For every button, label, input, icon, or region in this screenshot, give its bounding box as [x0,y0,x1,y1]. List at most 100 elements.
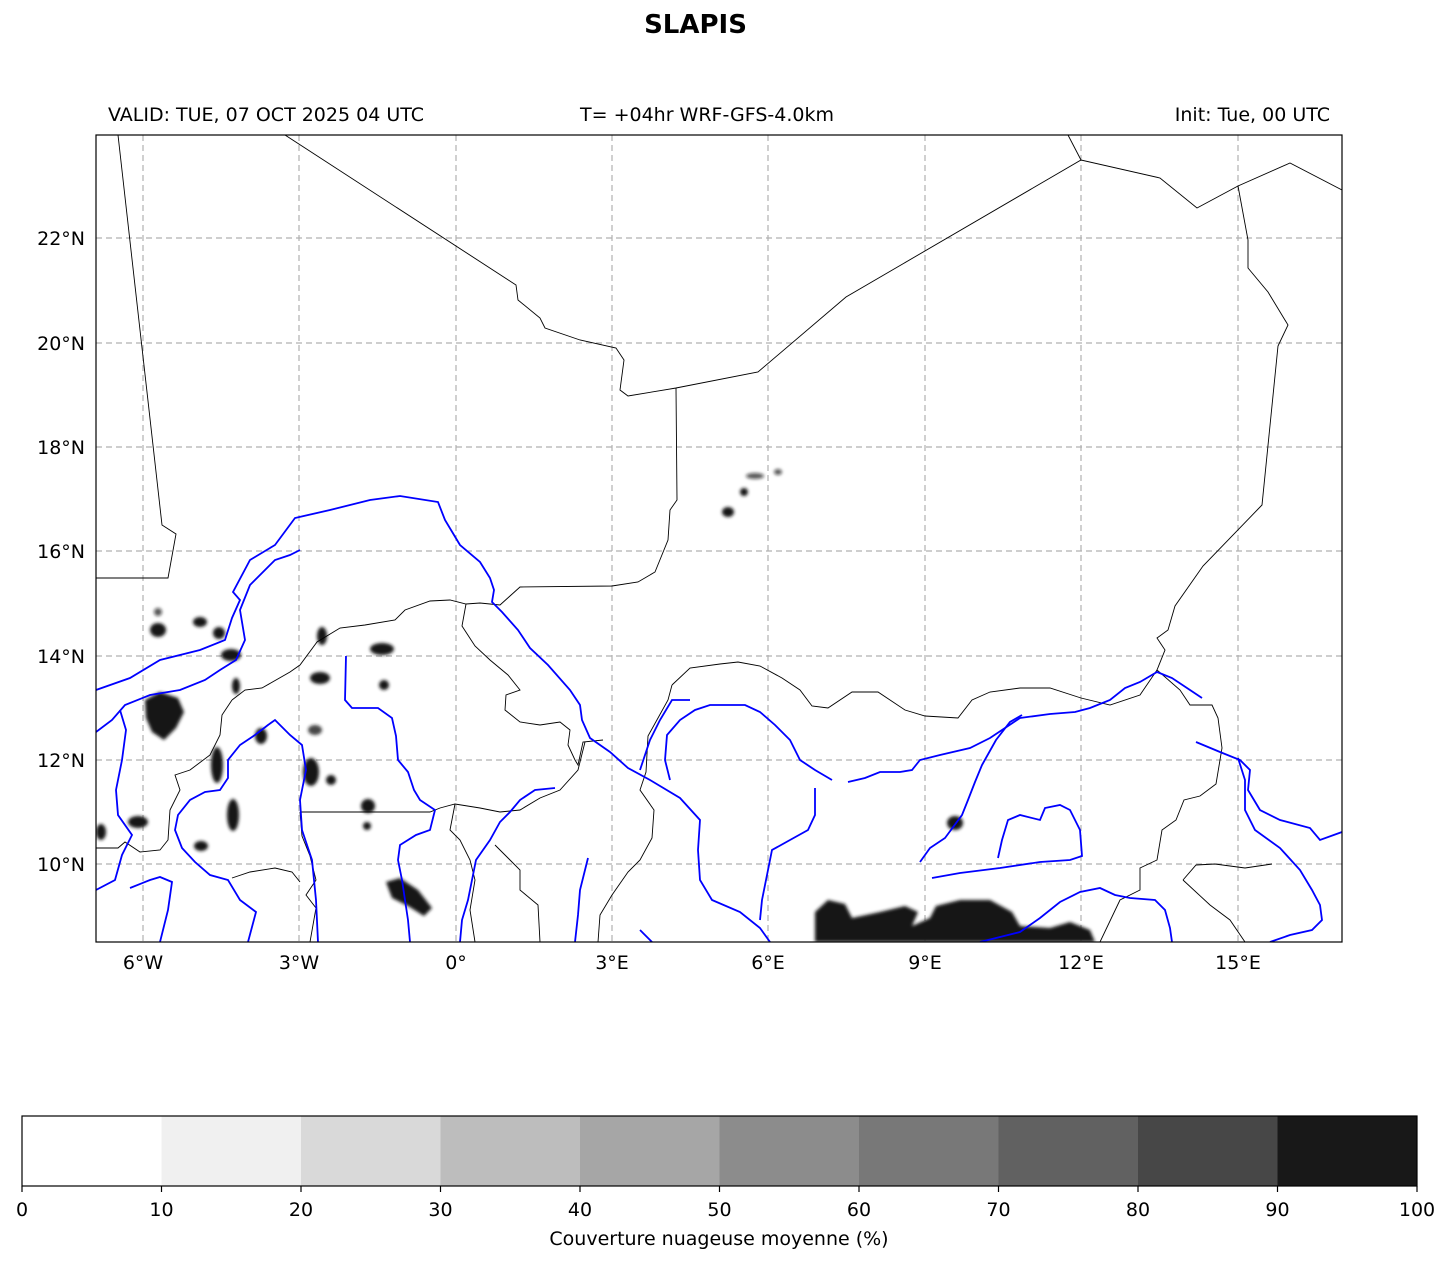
colorbar-swatch [580,1116,720,1186]
colorbar-tick-label: 10 [149,1199,173,1221]
cloud-patch [211,747,223,783]
cloud-patch [363,822,371,830]
border-line [231,387,678,701]
latitude-labels: 22°N 20°N 18°N 16°N 14°N 12°N 10°N [37,228,85,876]
cloud-patch [194,841,208,851]
cloud-patch [227,799,239,831]
cloud-patch [379,680,389,690]
colorbar-tick-label: 30 [428,1199,452,1221]
colorbar-tick-label: 100 [1399,1199,1435,1221]
lat-label: 10°N [37,854,85,876]
river-channel [459,787,556,942]
valid-time-label: VALID: TUE, 07 OCT 2025 04 UTC [108,104,424,126]
colorbar-swatch [440,1116,581,1186]
cloud-band [815,900,1095,942]
border-line [461,603,604,767]
colorbar-label: Couverture nuageuse moyenne (%) [549,1228,888,1250]
lat-label: 12°N [37,750,85,772]
border-line [1067,135,1082,161]
cloud-patch [303,758,319,786]
colorbar: 0 10 20 30 40 50 60 70 80 90 100 Couverture nuageu… [16,1115,1435,1250]
lon-label: 6°E [751,952,785,974]
cloud-patch [145,692,184,740]
lon-label: 0° [445,952,467,974]
cloud-patch [370,643,394,655]
cloud-cover-field [96,469,1095,942]
cloud-patch [317,627,327,645]
river-benue [979,887,1173,942]
river-channel [574,857,589,942]
lat-label: 14°N [37,646,85,668]
border-line [300,741,586,813]
river-niger [96,495,771,942]
cloud-patch [310,672,330,684]
colorbar-tick-label: 40 [568,1199,592,1221]
colorbar-swatch [859,1116,999,1186]
border-line [284,135,1342,397]
river-channel [931,804,1083,879]
border-line [231,867,301,883]
lat-label: 20°N [37,333,85,355]
river-channel [129,876,173,942]
colorbar-swatch [719,1116,860,1186]
border-line [494,844,541,942]
border-line [1156,185,1289,671]
colorbar-swatch [22,1116,162,1186]
colorbar-swatches [22,1116,1418,1186]
colorbar-ticks: 0 10 20 30 40 50 60 70 80 90 100 [16,1186,1435,1221]
lon-label: 9°E [908,952,942,974]
map-title: SLAPIS [644,10,747,40]
cloud-patch [154,608,162,616]
cloud-patch [128,816,148,828]
longitude-labels: 6°W 3°W 0° 3°E 6°E 9°E 12°E 15°E [123,952,1261,974]
colorbar-tick-label: 50 [707,1199,731,1221]
map-frame [95,134,1343,943]
cloud-patch [308,725,322,735]
border-line [1182,863,1273,881]
river-channel [96,549,301,733]
river-sokoto [664,704,833,781]
country-borders [96,135,1342,942]
river-logone [1195,741,1342,842]
river-channel [759,788,816,921]
lon-label: 6°W [123,952,164,974]
colorbar-swatch [161,1116,302,1186]
cloud-patch [746,473,764,479]
cloud-patch [213,627,225,639]
colorbar-tick-label: 70 [986,1199,1010,1221]
lon-label: 15°E [1215,952,1261,974]
cloud-patch [361,799,375,813]
border-line [449,803,476,942]
colorbar-tick-label: 90 [1265,1199,1289,1221]
lon-label: 12°E [1058,952,1104,974]
map-panel: 6°W 3°W 0° 3°E 6°E 9°E 12°E 15°E 22°N 20… [37,134,1343,974]
river-channel [919,714,1023,863]
lon-label: 3°E [595,952,629,974]
cloud-patch [386,878,432,916]
cloud-patch [774,469,782,475]
lat-label: 18°N [37,437,85,459]
cloud-patch [740,488,748,496]
river-channel [639,699,690,771]
cloud-patch [96,824,106,840]
river-channel [344,655,437,942]
river-chari [1237,757,1323,942]
border-line [1182,879,1246,942]
river-channel [639,929,653,942]
colorbar-swatch [1138,1116,1278,1186]
graticule [96,135,1342,942]
border-line [597,684,673,942]
colorbar-tick-label: 80 [1126,1199,1150,1221]
cloud-patch [326,775,336,785]
cloud-patch [722,507,734,517]
lat-label: 16°N [37,541,85,563]
colorbar-tick-label: 20 [289,1199,313,1221]
rivers [96,495,1342,942]
cloud-patch [193,617,207,627]
lon-label: 3°W [279,952,320,974]
river-komadugu [847,671,1203,783]
colorbar-swatch [998,1116,1139,1186]
lat-label: 22°N [37,228,85,250]
colorbar-swatch [301,1116,441,1186]
